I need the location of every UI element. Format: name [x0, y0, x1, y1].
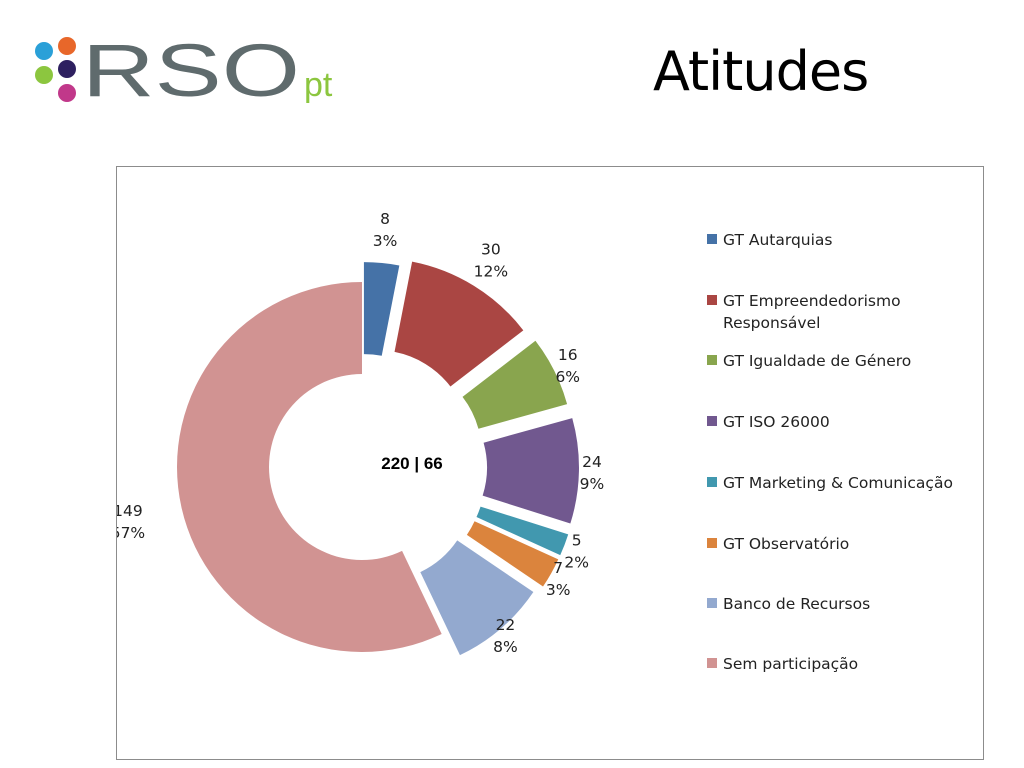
legend-swatch — [707, 295, 717, 305]
legend-swatch — [707, 234, 717, 244]
legend-label: Banco de Recursos — [723, 595, 871, 613]
donut-slice — [476, 506, 569, 556]
legend-item: GT Observatório — [707, 533, 987, 555]
slice-value-label: 16 — [558, 346, 578, 364]
slice-percent-label: 9% — [580, 475, 605, 493]
legend-swatch — [707, 477, 717, 487]
legend-item: Banco de Recursos — [707, 593, 987, 615]
logo-dot-navy — [58, 60, 76, 78]
legend-swatch — [707, 355, 717, 365]
legend-swatch — [707, 538, 717, 548]
donut-slice — [177, 282, 442, 652]
slice-value-label: 7 — [553, 559, 563, 577]
logo-dot-green — [35, 66, 53, 84]
slice-percent-label: 3% — [546, 581, 571, 599]
slice-value-label: 22 — [496, 616, 516, 634]
legend-label: GT ISO 26000 — [723, 413, 830, 431]
logo-dot-magenta — [58, 84, 76, 102]
legend-item: GT ISO 26000 — [707, 411, 987, 433]
legend-swatch — [707, 598, 717, 608]
slice-percent-label: 3% — [373, 232, 398, 250]
slice-value-label: 5 — [572, 532, 582, 550]
donut-slice — [482, 418, 579, 524]
legend-item: GT Autarquias — [707, 229, 987, 251]
legend-item: GT Marketing & Comunicação — [707, 472, 987, 494]
legend-label: GT Igualdade de Género — [723, 352, 912, 370]
donut-chart: 8 3% 30 12% 16 6% 24 9% 5 2%7 3% 22 8% 149 57% — [117, 210, 605, 656]
donut-slice — [462, 340, 568, 429]
slice-percent-label: 2% — [564, 554, 589, 572]
legend-label: GT Empreendedorismo Responsável — [723, 292, 901, 332]
slice-percent-label: 8% — [493, 638, 518, 656]
slice-value-label: 149 — [117, 502, 143, 520]
legend-label: GT Observatório — [723, 535, 850, 553]
legend-label: GT Autarquias — [723, 231, 833, 249]
rso-pt-logo: RSO pt — [35, 32, 333, 107]
donut-slice — [420, 540, 534, 656]
legend-item: GT Igualdade de Género — [707, 350, 987, 372]
slice-percent-label: 12% — [474, 263, 508, 281]
donut-slice — [466, 521, 559, 587]
legend-item: Sem participação — [707, 653, 987, 675]
legend-label: Sem participação — [723, 655, 859, 673]
logo-text: RSO — [82, 32, 300, 107]
logo-dot-orange — [58, 37, 76, 55]
legend-item: GT Empreendedorismo Responsável — [707, 290, 987, 334]
donut-slice — [394, 261, 524, 387]
logo-suffix: pt — [304, 66, 333, 104]
chart-center-label: 220 | 66 — [381, 454, 443, 473]
legend-swatch — [707, 658, 717, 668]
logo-dot-blue — [35, 42, 53, 60]
slice-value-label: 30 — [481, 241, 501, 259]
slice-percent-label: 6% — [555, 368, 580, 386]
slice-value-label: 24 — [582, 453, 602, 471]
page-title: Atitudes — [653, 40, 869, 103]
donut-slice — [363, 262, 400, 356]
legend-label: GT Marketing & Comunicação — [723, 474, 953, 492]
chart-frame: 8 3% 30 12% 16 6% 24 9% 5 2%7 3% 22 8% 149 57% 220 | 6… — [116, 166, 984, 760]
legend-swatch — [707, 416, 717, 426]
slice-value-label: 8 — [380, 210, 390, 228]
slice-percent-label: 57% — [117, 524, 145, 542]
